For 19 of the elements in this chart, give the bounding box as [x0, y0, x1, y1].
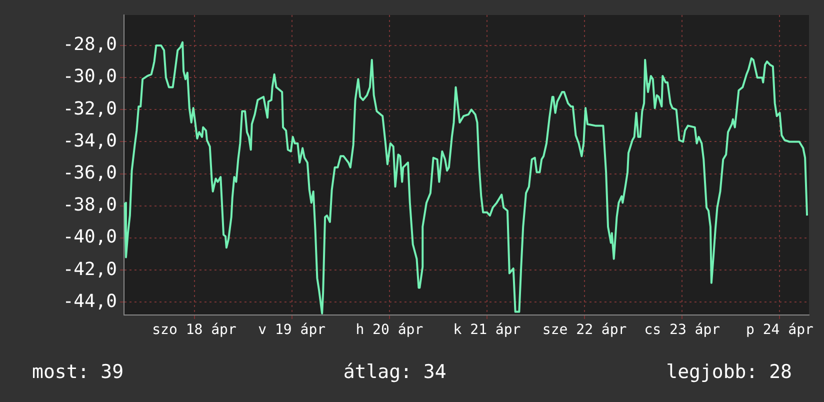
- y-tick-label: -34,0: [62, 130, 117, 152]
- text: legjobb: 28: [666, 361, 792, 383]
- x-tick-label: szo 18 ápr: [152, 322, 236, 338]
- x-tick-label: v 19 ápr: [258, 322, 326, 338]
- y-tick-label: -28,0: [62, 34, 117, 56]
- y-tick-label: -36,0: [62, 162, 117, 184]
- y-tick-label: -32,0: [62, 98, 117, 120]
- y-tick-label: -30,0: [62, 66, 117, 88]
- x-tick-label: cs 23 ápr: [644, 322, 720, 338]
- y-tick-label: -38,0: [62, 194, 117, 216]
- y-tick-label: -40,0: [62, 226, 117, 248]
- y-tick-label: -42,0: [62, 258, 117, 280]
- text: most: 39: [32, 361, 124, 383]
- x-tick-label: p 24 ápr: [746, 322, 814, 338]
- x-tick-label: sze 22 ápr: [542, 322, 627, 338]
- text: átlag: 34: [343, 361, 446, 383]
- y-tick-label: -44,0: [62, 290, 117, 312]
- x-tick-label: k 21 ápr: [453, 322, 521, 338]
- x-tick-label: h 20 ápr: [356, 322, 424, 338]
